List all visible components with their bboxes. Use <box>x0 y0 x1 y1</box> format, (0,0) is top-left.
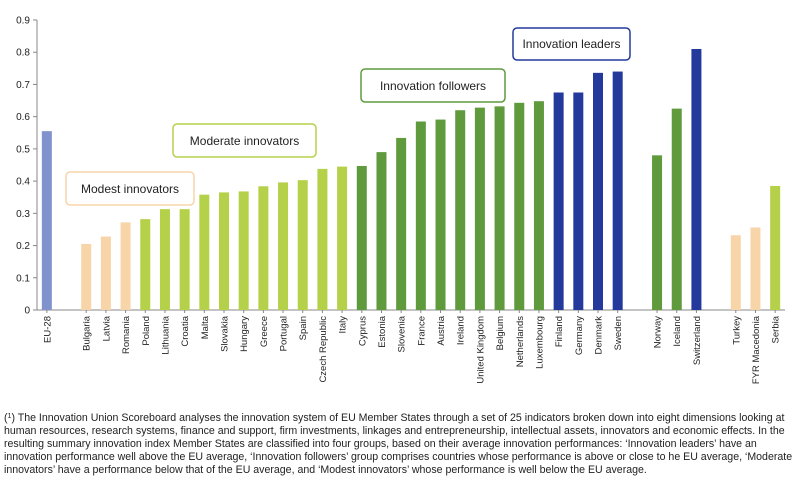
x-label-norway: Norway <box>653 316 664 348</box>
y-tick-label: 0.7 <box>16 80 30 91</box>
x-label-malta: Malta <box>200 315 211 339</box>
x-label-poland: Poland <box>141 316 152 346</box>
bar-sweden <box>612 71 623 310</box>
x-label-hungary: Hungary <box>239 316 250 352</box>
bar-cyprus <box>356 165 367 310</box>
callout-box-modest <box>65 171 195 206</box>
y-tick-label: 0.8 <box>16 48 30 59</box>
x-label-austria: Austria <box>436 315 447 345</box>
x-label-netherlands: Netherlands <box>515 316 526 367</box>
bar-poland <box>140 219 151 310</box>
bar-denmark <box>593 72 603 310</box>
bar-romania <box>120 222 131 310</box>
x-label-switzerland: Switzerland <box>692 316 703 365</box>
y-tick-label: 0.3 <box>16 209 30 220</box>
bar-slovakia <box>219 192 229 310</box>
callout-text-followers: Innovation followers <box>380 79 486 93</box>
bar-hungary <box>238 191 249 310</box>
callout-box-followers <box>360 68 506 103</box>
x-label-spain: Spain <box>298 316 309 340</box>
bar-france <box>415 121 426 310</box>
x-label-slovakia: Slovakia <box>220 315 231 352</box>
bar-serbia <box>770 185 781 310</box>
callout-text-modest: Modest innovators <box>81 182 179 196</box>
bar-spain <box>297 180 308 310</box>
x-label-estonia: Estonia <box>377 315 388 347</box>
callout-text-moderate: Moderate innovators <box>190 134 299 148</box>
callout-box-leaders <box>512 27 631 61</box>
x-label-iceland: Iceland <box>672 316 683 347</box>
bar-greece <box>258 186 269 310</box>
bar-ireland <box>455 110 466 310</box>
bar-belgium <box>494 106 505 310</box>
y-tick-label: 0 <box>24 306 30 317</box>
callout-box-moderate <box>172 123 317 158</box>
x-label-sweden: Sweden <box>613 316 624 350</box>
bar-czech-republic <box>317 168 328 310</box>
bar-luxembourg <box>533 101 544 310</box>
y-tick-label: 0.9 <box>16 16 30 27</box>
bar-eu-28 <box>41 131 52 310</box>
x-axis-labels: EU-28 Bulgaria Latvia Romania Poland Lithuani… <box>42 310 782 384</box>
y-tick-label: 0.6 <box>16 112 30 123</box>
x-label-luxembourg: Luxembourg <box>534 316 545 369</box>
bar-netherlands <box>514 102 525 310</box>
bar-malta <box>199 194 210 310</box>
footnote-marker: 1 <box>7 413 12 420</box>
x-label-fyr-macedonia: FYR Macedonia <box>751 315 762 384</box>
group-callout-leaders: Innovation leaders <box>512 27 631 61</box>
bar-portugal <box>278 182 289 310</box>
x-label-czech-republic: Czech Republic <box>318 316 329 383</box>
y-axis-ticks: 0 0.1 0.2 0.3 0.4 0.5 0.6 0.7 0.8 0.9 <box>16 16 37 317</box>
innovation-bar-chart: 0 0.1 0.2 0.3 0.4 0.5 0.6 0.7 0.8 0.9 EU-28 Bulgar… <box>16 16 785 384</box>
callout-text-leaders: Innovation leaders <box>522 37 620 51</box>
bar-fyr-macedonia <box>750 227 761 310</box>
group-callout-modest: Modest innovators <box>65 171 195 206</box>
bars-layer <box>41 49 781 311</box>
y-tick-label: 0.4 <box>16 177 30 188</box>
bar-slovenia <box>396 137 407 310</box>
x-label-italy: Italy <box>338 316 349 334</box>
footnote: (1) The Innovation Union Scoreboard anal… <box>4 412 793 476</box>
y-tick-label: 0.2 <box>16 241 30 252</box>
bar-united-kingdom <box>474 107 485 311</box>
bar-switzerland <box>691 49 702 310</box>
group-callout-moderate: Moderate innovators <box>172 123 317 158</box>
x-label-latvia: Latvia <box>101 315 112 341</box>
bar-turkey <box>730 235 741 310</box>
x-label-romania: Romania <box>121 315 132 354</box>
x-label-cyprus: Cyprus <box>357 316 368 346</box>
x-label-portugal: Portugal <box>279 316 290 351</box>
x-label-serbia: Serbia <box>771 315 782 343</box>
x-label-denmark: Denmark <box>594 316 605 355</box>
bar-iceland <box>671 108 682 310</box>
bar-bulgaria <box>81 243 92 310</box>
x-label-greece: Greece <box>259 316 270 347</box>
group-callout-followers: Innovation followers <box>360 68 506 103</box>
x-label-bulgaria: Bulgaria <box>82 315 93 351</box>
footnote-text: The Innovation Union Scoreboard analyses… <box>4 412 793 476</box>
bar-germany <box>573 92 584 310</box>
y-tick-label: 0.1 <box>16 273 30 284</box>
bar-italy <box>337 166 348 310</box>
bar-finland <box>553 92 564 310</box>
bar-austria <box>435 119 446 310</box>
x-label-turkey: Turkey <box>731 316 742 345</box>
x-label-finland: Finland <box>554 316 565 347</box>
bar-lithuania <box>159 209 170 310</box>
x-label-croatia: Croatia <box>180 315 191 346</box>
y-tick-label: 0.5 <box>16 144 30 155</box>
x-label-france: France <box>416 316 427 346</box>
x-label-germany: Germany <box>574 316 585 355</box>
bar-norway <box>652 155 663 310</box>
x-label-slovenia: Slovenia <box>397 315 408 352</box>
x-label-lithuania: Lithuania <box>160 315 171 354</box>
x-label-ireland: Ireland <box>456 316 467 345</box>
bar-latvia <box>100 236 111 310</box>
x-label-belgium: Belgium <box>495 316 506 350</box>
bar-estonia <box>376 152 387 310</box>
x-label-united-kingdom: United Kingdom <box>475 316 486 384</box>
bar-croatia <box>179 209 190 310</box>
x-label-eu-28: EU-28 <box>42 316 53 343</box>
